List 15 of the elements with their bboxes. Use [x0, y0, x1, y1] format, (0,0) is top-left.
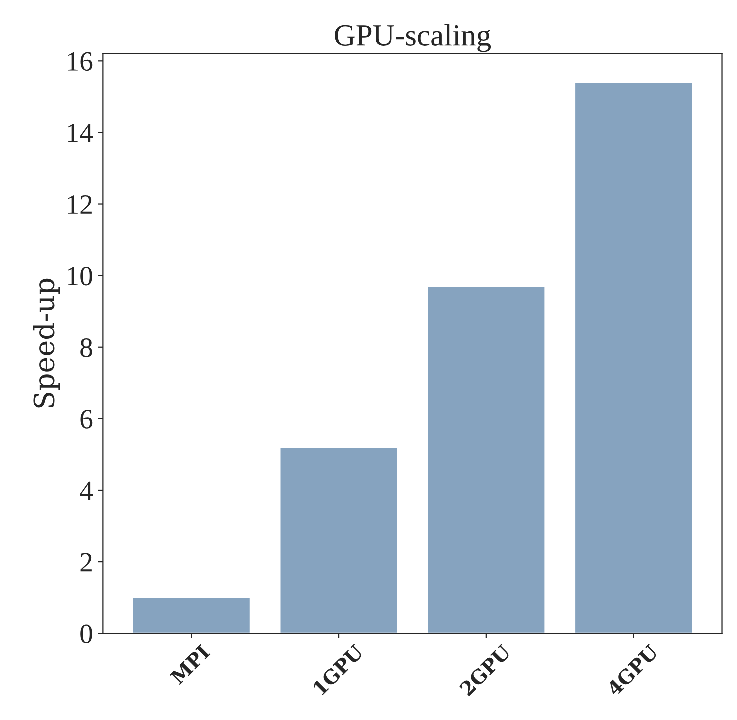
bar: [426, 286, 546, 634]
y-tick-label: 4: [80, 482, 94, 500]
y-tick-label: 12: [68, 196, 92, 214]
y-tick-label: 16: [68, 52, 93, 72]
y-tick-label: 2: [80, 553, 92, 572]
y-tick-label: 0: [80, 624, 92, 644]
y-tick-label: 10: [68, 266, 92, 286]
y-axis-title: Speed-up: [33, 278, 60, 408]
chart-title: GPU-scaling: [335, 24, 492, 52]
bar: [132, 597, 252, 634]
y-tick-label: 6: [80, 410, 93, 429]
y-tick-label: 14: [68, 124, 94, 142]
y-tick-label: 8: [80, 338, 92, 358]
bar: [574, 82, 694, 634]
bar: [279, 446, 399, 634]
